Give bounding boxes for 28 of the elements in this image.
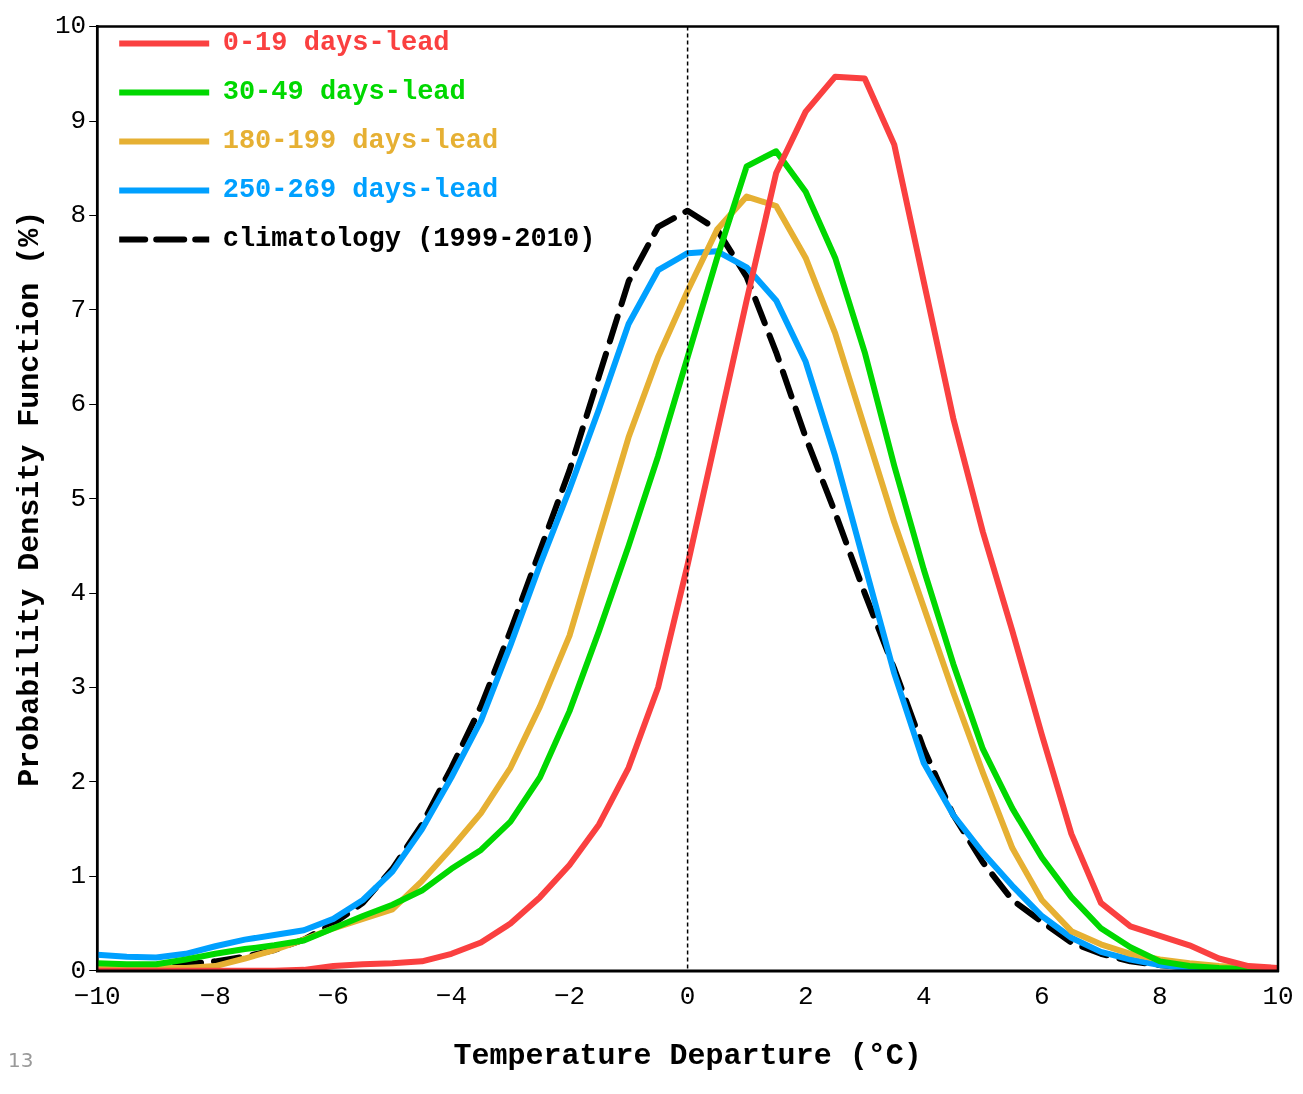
legend-label: 180-199 days-lead <box>222 126 499 157</box>
x-axis-title: Temperature Departure (°C) <box>453 1038 922 1073</box>
x-tick-label: 4 <box>915 982 932 1013</box>
y-tick-label: 3 <box>70 672 87 703</box>
y-tick-label: 9 <box>70 105 87 136</box>
legend-label: climatology (1999-2010) <box>222 224 596 255</box>
x-tick-label: −2 <box>553 982 586 1013</box>
x-tick-label: 8 <box>1152 982 1168 1013</box>
x-tick-label: 2 <box>797 982 814 1013</box>
x-tick-label: −6 <box>317 982 349 1013</box>
y-tick-label: 8 <box>70 200 87 231</box>
y-tick-label: 5 <box>70 483 87 514</box>
y-tick-label: 10 <box>54 11 87 42</box>
y-axis-title: Probability Density Function (%) <box>12 210 47 787</box>
text: 13 <box>8 1048 34 1072</box>
legend-label: 250-269 days-lead <box>222 175 499 206</box>
x-tick-label: 10 <box>1262 982 1294 1013</box>
legend-label: 30-49 days-lead <box>222 77 466 108</box>
x-tick-label: −8 <box>199 982 231 1013</box>
x-tick-label: −4 <box>435 982 468 1013</box>
x-tick-label: 0 <box>679 982 696 1013</box>
y-tick-label: 7 <box>70 294 87 325</box>
y-tick-label: 6 <box>70 389 87 420</box>
y-tick-label: 1 <box>70 861 87 892</box>
y-tick-label: 4 <box>70 578 87 609</box>
x-tick-label: 6 <box>1034 982 1050 1013</box>
y-tick-label: 2 <box>70 766 87 797</box>
legend-label: 0-19 days-lead <box>222 28 450 59</box>
